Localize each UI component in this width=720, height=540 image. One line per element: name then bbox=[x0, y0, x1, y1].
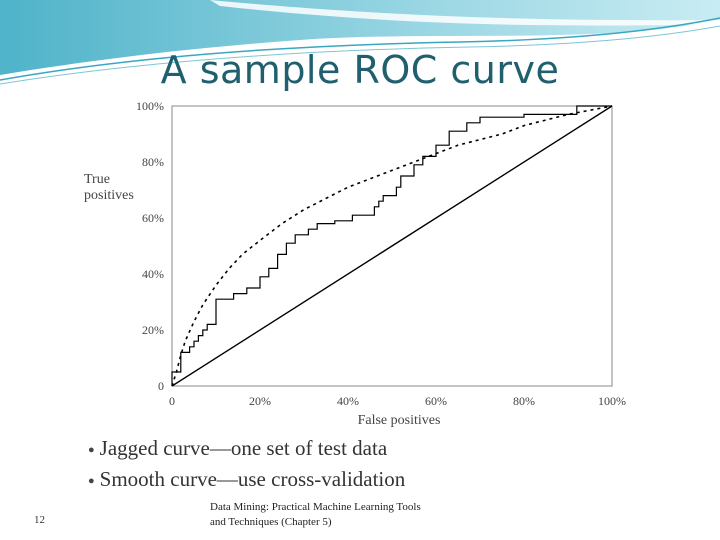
y-tick-label: 100% bbox=[136, 99, 164, 113]
diagonal-line bbox=[171, 105, 613, 387]
footer-line: Data Mining: Practical Machine Learning … bbox=[210, 501, 421, 513]
bullet-text: Jagged curve—one set of test data bbox=[99, 436, 388, 460]
smooth-roc-curve bbox=[171, 105, 613, 387]
footer-citation: Data Mining: Practical Machine Learning … bbox=[210, 500, 421, 530]
x-axis-label: False positives bbox=[358, 413, 441, 428]
y-tick-label: 60% bbox=[142, 211, 164, 225]
plot-frame bbox=[171, 105, 613, 387]
x-tick-label: 80% bbox=[513, 394, 535, 408]
y-axis-label-line-1: True bbox=[84, 172, 110, 187]
x-tick-label: 0 bbox=[169, 394, 175, 408]
bullet-dot-icon: ● bbox=[88, 474, 95, 487]
y-axis-label-line-2: positives bbox=[84, 188, 134, 203]
y-tick-label: 40% bbox=[142, 267, 164, 281]
page-number: 12 bbox=[34, 514, 45, 526]
bullet-dot-icon: ● bbox=[88, 443, 95, 456]
y-tick-label: 80% bbox=[142, 155, 164, 169]
bullet-item: ● Smooth curve—use cross-validation bbox=[88, 464, 405, 495]
slide-title: A sample ROC curve bbox=[160, 48, 560, 92]
bullet-text: Smooth curve—use cross-validation bbox=[99, 467, 406, 491]
x-tick-label: 20% bbox=[249, 394, 271, 408]
jagged-roc-curve bbox=[171, 105, 612, 386]
roc-chart: 0 20% 40% 60% 80% 100% 0 20% 40% 60% 80% 100% True… bbox=[82, 98, 638, 428]
footer-line: and Techniques (Chapter 5) bbox=[210, 516, 332, 528]
banner-line bbox=[0, 17, 720, 81]
x-tick-label: 60% bbox=[425, 394, 447, 408]
x-tick-label: 100% bbox=[598, 394, 626, 408]
y-tick-label: 0 bbox=[158, 379, 164, 393]
banner-band bbox=[0, 0, 720, 75]
banner-white-swoosh bbox=[210, 0, 720, 26]
bullet-list: ● Jagged curve—one set of test data ● Smoo… bbox=[88, 433, 405, 495]
x-tick-label: 40% bbox=[337, 394, 359, 408]
banner-line bbox=[0, 25, 720, 85]
y-tick-label: 20% bbox=[142, 323, 164, 337]
roc-chart-svg: 0 20% 40% 60% 80% 100% 0 20% 40% 60% 80% 100% True… bbox=[84, 99, 626, 428]
banner-swoosh bbox=[0, 0, 720, 85]
bullet-item: ● Jagged curve—one set of test data bbox=[88, 433, 405, 464]
